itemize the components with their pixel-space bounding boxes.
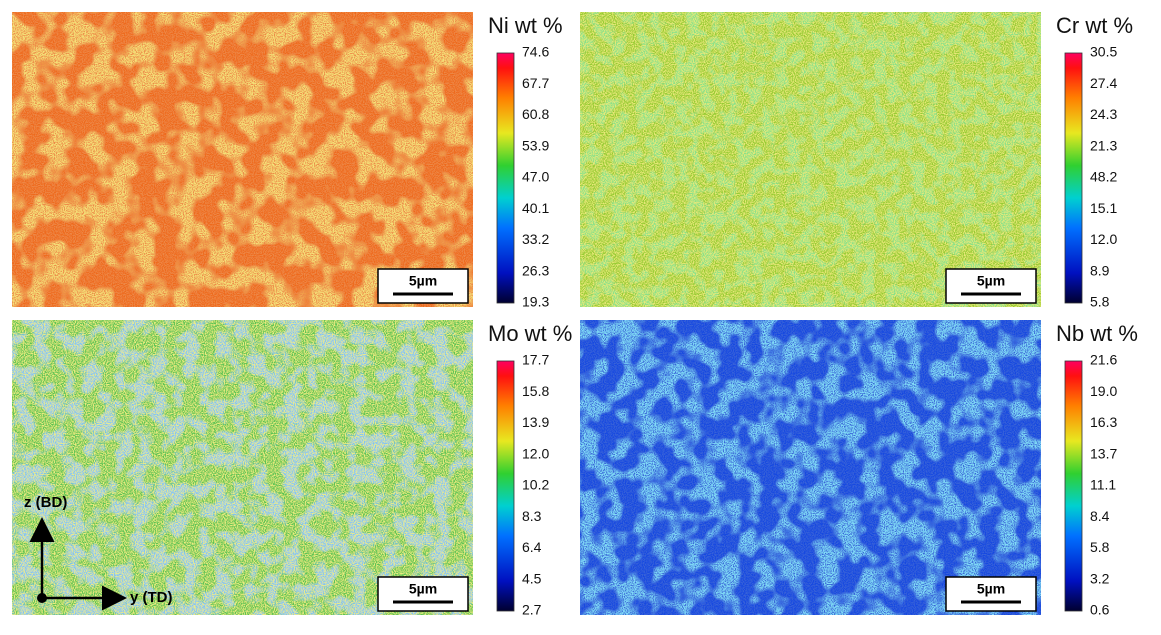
panel: 5µm Mo wt % 17.7 15.8 13.9 12.0 10.2 8.3 6.4 4.5 2…	[12, 320, 572, 618]
colorbar-tick-label: 33.2	[522, 231, 549, 247]
colorbar-tick-label: 16.3	[1090, 414, 1117, 430]
colorbar-tick-label: 15.1	[1090, 200, 1117, 216]
colorbar-tick-label: 2.7	[522, 602, 542, 618]
colorbar	[1064, 360, 1083, 612]
colorbar-tick-label: 53.9	[522, 137, 549, 153]
element-map	[580, 320, 1041, 615]
colorbar-tick-label: 10.2	[522, 477, 549, 493]
colorbar-title: Ni wt %	[488, 13, 563, 38]
colorbar-tick-label: 8.4	[1090, 508, 1110, 524]
colorbar-tick-label: 17.7	[522, 352, 549, 368]
colorbar-title: Nb wt %	[1056, 321, 1138, 346]
colorbar-tick-label: 6.4	[522, 539, 542, 555]
colorbar-tick-label: 5.8	[1090, 539, 1110, 555]
colorbar-tick-label: 26.3	[522, 262, 549, 278]
scale-bar-label: 5µm	[977, 581, 1005, 597]
panel: 5µm Nb wt % 21.6 19.0 16.3 13.7 11.1 8.4 5.8 3.2 0…	[580, 320, 1138, 618]
colorbar-tick-label: 67.7	[522, 75, 549, 91]
element-map	[580, 12, 1041, 307]
scale-bar-label: 5µm	[409, 273, 437, 289]
element-map	[12, 320, 473, 615]
scale-bar-box	[377, 268, 469, 304]
colorbar-tick-label: 19.0	[1090, 383, 1117, 399]
scale-bar-box	[377, 576, 469, 612]
colorbar-title: Cr wt %	[1056, 13, 1133, 38]
colorbar-title: Mo wt %	[488, 321, 572, 346]
panel: 5µm Cr wt % 30.5 27.4 24.3 21.3 48.2 15.1 12.0 8.…	[580, 12, 1133, 310]
panel: 5µm Ni wt % 74.6 67.7 60.8 53.9 47.0 40.1 33.2 26…	[12, 12, 563, 310]
colorbar-tick-label: 13.9	[522, 414, 549, 430]
colorbar-tick-label: 3.2	[1090, 570, 1110, 586]
colorbar-tick-label: 40.1	[522, 200, 549, 216]
colorbar-tick-label: 0.6	[1090, 602, 1110, 618]
colorbar-tick-label: 21.6	[1090, 352, 1117, 368]
scale-bar-label: 5µm	[409, 581, 437, 597]
colorbar	[1064, 52, 1083, 304]
colorbar-tick-label: 12.0	[522, 445, 549, 461]
colorbar-tick-label: 5.8	[1090, 294, 1110, 310]
colorbar-tick-label: 60.8	[522, 106, 549, 122]
colorbar-tick-label: 74.6	[522, 44, 549, 60]
colorbar-tick-label: 30.5	[1090, 44, 1117, 60]
scale-bar-box	[945, 576, 1037, 612]
colorbar-tick-label: 4.5	[522, 570, 542, 586]
colorbar-tick-label: 19.3	[522, 294, 549, 310]
colorbar-tick-label: 15.8	[522, 383, 549, 399]
scale-bar-label: 5µm	[977, 273, 1005, 289]
colorbar-tick-label: 47.0	[522, 169, 549, 185]
colorbar	[496, 360, 515, 612]
colorbar-tick-label: 12.0	[1090, 231, 1117, 247]
colorbar-tick-label: 27.4	[1090, 75, 1117, 91]
axes-indicator: z (BD) y (TD)	[24, 494, 173, 611]
colorbar-tick-label: 11.1	[1090, 477, 1116, 493]
colorbar-tick-label: 48.2	[1090, 169, 1117, 185]
colorbar-tick-label: 8.9	[1090, 262, 1110, 278]
colorbar	[496, 52, 515, 304]
axis-label: y (TD)	[130, 589, 173, 606]
element-map	[12, 12, 473, 307]
colorbar-tick-label: 8.3	[522, 508, 542, 524]
axis-label: z (BD)	[24, 494, 67, 511]
colorbar-tick-label: 21.3	[1090, 137, 1117, 153]
colorbar-tick-label: 13.7	[1090, 445, 1117, 461]
axis-origin	[37, 593, 47, 603]
colorbar-tick-label: 24.3	[1090, 106, 1117, 122]
scale-bar-box	[945, 268, 1037, 304]
